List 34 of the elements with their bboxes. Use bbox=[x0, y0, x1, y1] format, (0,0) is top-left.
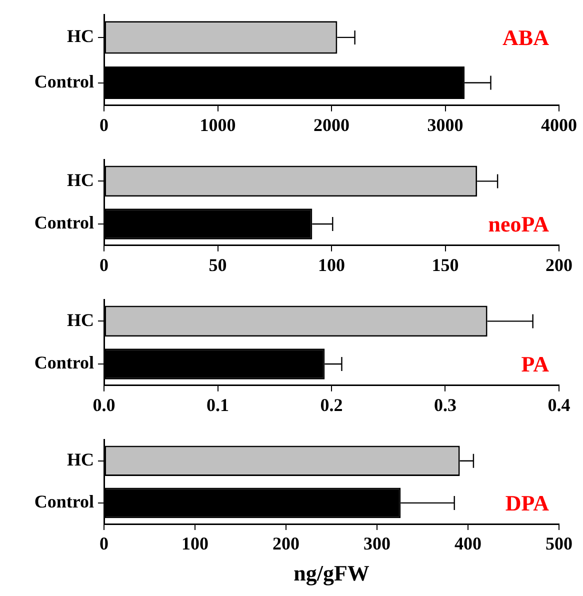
x-tick-label: 400 bbox=[454, 533, 482, 554]
x-tick-label: 0 bbox=[100, 254, 108, 275]
x-tick-label: 300 bbox=[364, 533, 390, 554]
y-tick-label: Control bbox=[34, 212, 94, 233]
x-tick-label: 0 bbox=[100, 114, 108, 135]
x-tick-label: 0.3 bbox=[434, 394, 456, 415]
x-tick-label: 0 bbox=[100, 533, 108, 554]
x-tick-label: 100 bbox=[318, 254, 345, 275]
x-tick-label: 0.4 bbox=[548, 394, 570, 415]
y-tick-label: Control bbox=[34, 492, 94, 512]
y-tick-label: HC bbox=[67, 310, 94, 330]
x-tick-label: 500 bbox=[546, 533, 572, 554]
x-tick-label: 100 bbox=[182, 533, 208, 554]
text: ABA bbox=[502, 25, 550, 50]
x-tick-label: 50 bbox=[208, 254, 227, 275]
x-tick-label: 0.1 bbox=[206, 394, 229, 415]
text: neoPA bbox=[488, 212, 550, 237]
y-tick-label: HC bbox=[67, 170, 94, 190]
x-tick-label: 150 bbox=[432, 254, 459, 275]
y-tick-label: HC bbox=[67, 26, 94, 46]
y-tick-label: Control bbox=[34, 71, 94, 92]
x-tick-label: 4000 bbox=[541, 114, 577, 135]
text: PA bbox=[521, 352, 550, 377]
x-tick-label: 3000 bbox=[427, 114, 464, 135]
y-tick-label: HC bbox=[67, 450, 94, 470]
x-tick-label: 200 bbox=[272, 533, 300, 554]
x-tick-label: 2000 bbox=[314, 114, 350, 135]
x-tick-label: 0.0 bbox=[92, 394, 116, 415]
x-tick-label: 200 bbox=[546, 254, 572, 275]
y-tick-label: Control bbox=[34, 352, 94, 373]
x-tick-label: 0.2 bbox=[320, 394, 343, 415]
x-axis-title: ng/gFW bbox=[294, 560, 370, 586]
x-tick-label: 1000 bbox=[200, 114, 236, 135]
text: DPA bbox=[505, 490, 550, 516]
